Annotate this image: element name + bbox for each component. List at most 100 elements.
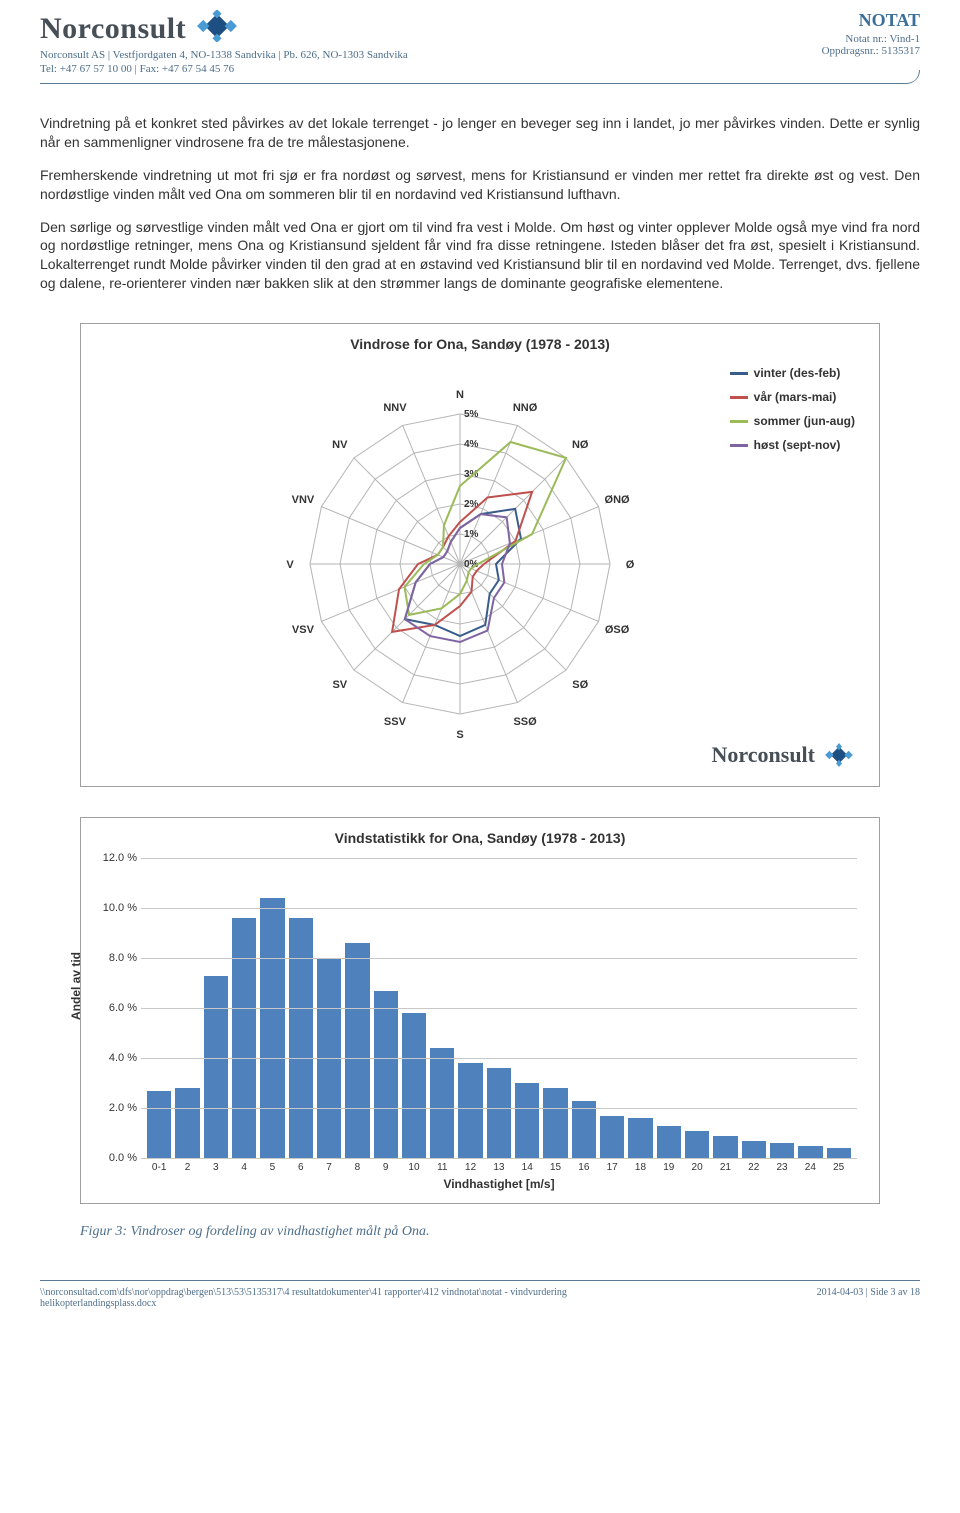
header-right: NOTAT Notat nr.: Vind-1 Oppdragsnr.: 513…	[822, 10, 920, 57]
logo-icon	[194, 10, 240, 47]
gridline	[141, 958, 857, 959]
bar	[515, 1083, 539, 1158]
bar-chart: Andel av tid 0.0 %2.0 %4.0 %6.0 %8.0 %10…	[93, 848, 867, 1191]
radar-chart: NNNØNØØNØØØSØSØSSØSSSVSVVSVVVNVNVNNV1%2%…	[93, 354, 867, 774]
svg-text:S: S	[456, 729, 463, 741]
gridline	[141, 1158, 857, 1159]
ytick: 12.0 %	[97, 852, 137, 864]
xtick: 4	[232, 1162, 256, 1173]
logo: Norconsult	[40, 10, 408, 47]
xtick: 22	[742, 1162, 766, 1173]
radar-legend: vinter (des-feb) vår (mars-mai) sommer (ju…	[730, 366, 855, 462]
legend-item: sommer (jun-aug)	[730, 414, 855, 428]
ytick: 0.0 %	[97, 1152, 137, 1164]
xtick: 7	[317, 1162, 341, 1173]
bar	[628, 1118, 652, 1158]
bar-chart-box: Vindstatistikk for Ona, Sandøy (1978 - 2…	[80, 817, 880, 1204]
xtick: 19	[657, 1162, 681, 1173]
gridline	[141, 1008, 857, 1009]
ytick: 8.0 %	[97, 952, 137, 964]
bar	[600, 1116, 624, 1159]
svg-text:N: N	[456, 389, 464, 401]
bar	[543, 1088, 567, 1158]
xtick: 14	[515, 1162, 539, 1173]
svg-text:NV: NV	[332, 439, 348, 451]
address-line-1: Norconsult AS | Vestfjordgaten 4, NO-133…	[40, 49, 408, 61]
notat-nr: Notat nr.: Vind-1	[822, 33, 920, 45]
gridline	[141, 1058, 857, 1059]
page-footer: \\norconsultad.com\dfs\nor\oppdrag\berge…	[40, 1280, 920, 1309]
svg-text:NNV: NNV	[383, 402, 407, 414]
xtick: 18	[628, 1162, 652, 1173]
page-header: Norconsult Norconsult AS | Vestfjordgate…	[40, 0, 920, 84]
radar-chart-box: Vindrose for Ona, Sandøy (1978 - 2013) N…	[80, 323, 880, 787]
radar-svg: NNNØNØØNØØØSØSØSSØSSSVSVVSVVVNVNVNNV1%2%…	[260, 354, 700, 774]
svg-text:SSV: SSV	[384, 716, 407, 728]
xtick: 16	[572, 1162, 596, 1173]
bar	[289, 918, 313, 1158]
xtick: 2	[175, 1162, 199, 1173]
bar	[770, 1143, 794, 1158]
bar-xlabel: Vindhastighet [m/s]	[141, 1177, 857, 1191]
bar	[742, 1141, 766, 1159]
xtick: 13	[487, 1162, 511, 1173]
xtick: 6	[289, 1162, 313, 1173]
gridline	[141, 908, 857, 909]
footer-date-page: 2014-04-03 | Side 3 av 18	[817, 1287, 920, 1309]
bar	[175, 1088, 199, 1158]
bar-plot: 0.0 %2.0 %4.0 %6.0 %8.0 %10.0 %12.0 %	[141, 858, 857, 1158]
legend-swatch	[730, 444, 748, 447]
xtick: 25	[827, 1162, 851, 1173]
svg-text:SØ: SØ	[572, 679, 588, 691]
legend-swatch	[730, 396, 748, 399]
header-left: Norconsult Norconsult AS | Vestfjordgate…	[40, 10, 408, 75]
bar	[657, 1126, 681, 1159]
gridline	[141, 858, 857, 859]
bar	[827, 1148, 851, 1158]
bar	[402, 1013, 426, 1158]
svg-text:SSØ: SSØ	[513, 716, 537, 728]
xtick: 5	[260, 1162, 284, 1173]
xtick: 0-1	[147, 1162, 171, 1173]
xtick: 21	[713, 1162, 737, 1173]
svg-text:1%: 1%	[464, 529, 479, 540]
svg-text:4%: 4%	[464, 439, 479, 450]
xtick: 3	[204, 1162, 228, 1173]
xtick: 12	[458, 1162, 482, 1173]
legend-label: høst (sept-nov)	[754, 438, 841, 452]
xtick: 8	[345, 1162, 369, 1173]
legend-swatch	[730, 420, 748, 423]
xtick: 20	[685, 1162, 709, 1173]
ytick: 6.0 %	[97, 1002, 137, 1014]
bar-title: Vindstatistikk for Ona, Sandøy (1978 - 2…	[93, 830, 867, 846]
svg-text:ØSØ: ØSØ	[605, 624, 630, 636]
body-text: Vindretning på et konkret sted påvirkes …	[40, 114, 920, 293]
svg-text:NØ: NØ	[572, 439, 589, 451]
paragraph-3: Den sørlige og sørvestlige vinden målt v…	[40, 218, 920, 294]
legend-label: vinter (des-feb)	[754, 366, 841, 380]
bar	[685, 1131, 709, 1159]
oppdrag-nr: Oppdragsnr.: 5135317	[822, 45, 920, 57]
ytick: 4.0 %	[97, 1052, 137, 1064]
bar	[430, 1048, 454, 1158]
mini-logo-icon	[821, 743, 857, 767]
legend-item: vinter (des-feb)	[730, 366, 855, 380]
svg-text:VSV: VSV	[292, 624, 315, 636]
notat-label: NOTAT	[822, 10, 920, 31]
svg-text:SV: SV	[332, 679, 347, 691]
svg-text:ØNØ: ØNØ	[605, 494, 631, 506]
bar	[487, 1068, 511, 1158]
svg-text:V: V	[286, 559, 294, 571]
legend-label: vår (mars-mai)	[754, 390, 837, 404]
legend-item: vår (mars-mai)	[730, 390, 855, 404]
ytick: 2.0 %	[97, 1102, 137, 1114]
xtick: 11	[430, 1162, 454, 1173]
mini-logo-text: Norconsult	[712, 742, 816, 768]
figure-caption: Figur 3: Vindroser og fordeling av vindh…	[80, 1224, 880, 1240]
xtick: 17	[600, 1162, 624, 1173]
bar	[232, 918, 256, 1158]
paragraph-1: Vindretning på et konkret sted påvirkes …	[40, 114, 920, 152]
legend-item: høst (sept-nov)	[730, 438, 855, 452]
bar	[374, 991, 398, 1159]
paragraph-2: Fremherskende vindretning ut mot fri sjø…	[40, 166, 920, 204]
